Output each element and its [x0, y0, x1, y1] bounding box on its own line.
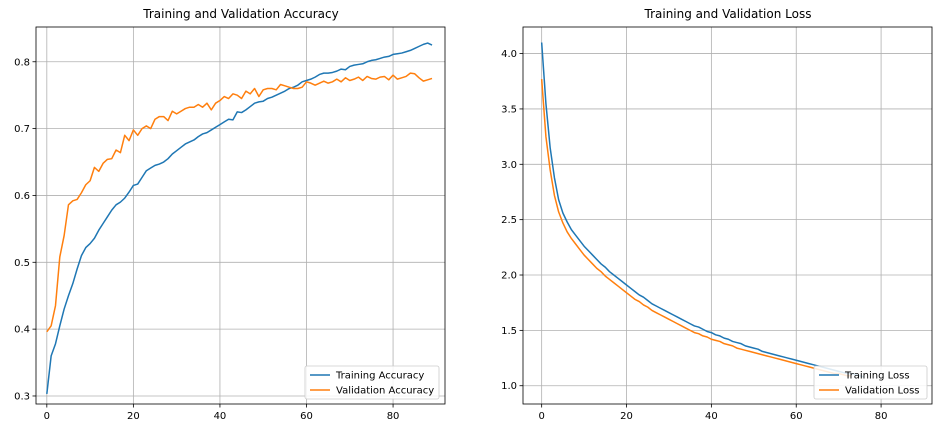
legend: Training Accuracy Validation Accuracy	[304, 365, 440, 400]
ticks: 0 20 40 60 80 1.0 1.5 2.0 2.5 3.0 3.5 4.0	[501, 49, 887, 422]
validation-loss-line	[540, 78, 852, 377]
chart-title: Training and Validation Accuracy	[142, 7, 338, 21]
legend-label-validation-accuracy: Validation Accuracy	[336, 386, 434, 397]
legend-label-validation-loss: Validation Loss	[845, 386, 920, 397]
x-tick-label: 0	[44, 411, 50, 422]
y-tick-label: 0.6	[14, 191, 30, 202]
plot-frame	[35, 26, 446, 405]
lines	[46, 42, 433, 395]
y-tick-label: 1.5	[501, 326, 517, 337]
y-tick-label: 0.3	[14, 391, 30, 402]
legend-box	[304, 365, 440, 400]
y-tick-label: 3.5	[501, 104, 517, 115]
y-tick-label: 0.4	[14, 325, 30, 336]
training-loss-line	[540, 42, 865, 378]
y-tick-label: 1.0	[501, 381, 517, 392]
grid	[36, 27, 445, 404]
validation-accuracy-line	[46, 72, 433, 333]
y-tick-label: 2.0	[501, 271, 517, 282]
x-tick-label: 80	[387, 411, 400, 422]
legend-label-training-accuracy: Training Accuracy	[335, 371, 424, 382]
training-accuracy-line	[46, 42, 433, 395]
x-tick-label: 60	[790, 411, 803, 422]
y-tick-label: 2.5	[501, 215, 517, 226]
y-tick-label: 0.7	[14, 124, 30, 135]
ticks: 0 20 40 60 80 0.3 0.4 0.5 0.6 0.7 0.8	[14, 57, 399, 422]
legend: Training Loss Validation Loss	[813, 365, 928, 400]
accuracy-chart: Training and Validation Accuracy 0 20 40 60…	[14, 7, 446, 422]
plot-frame	[522, 26, 933, 405]
x-tick-label: 20	[127, 411, 140, 422]
x-tick-label: 40	[705, 411, 718, 422]
legend-label-training-loss: Training Loss	[844, 371, 910, 382]
x-tick-label: 80	[875, 411, 888, 422]
lines	[540, 42, 865, 378]
x-tick-label: 60	[300, 411, 313, 422]
chart-title: Training and Validation Loss	[644, 7, 812, 21]
x-tick-label: 40	[214, 411, 227, 422]
x-tick-label: 20	[620, 411, 633, 422]
y-tick-label: 0.8	[14, 57, 30, 68]
loss-chart: Training and Validation Loss 0 20 40 60 80 1.…	[501, 7, 933, 422]
y-tick-label: 0.5	[14, 258, 30, 269]
y-tick-label: 3.0	[501, 160, 517, 171]
y-tick-label: 4.0	[501, 49, 517, 60]
x-tick-label: 0	[538, 411, 544, 422]
legend-box	[813, 365, 928, 400]
